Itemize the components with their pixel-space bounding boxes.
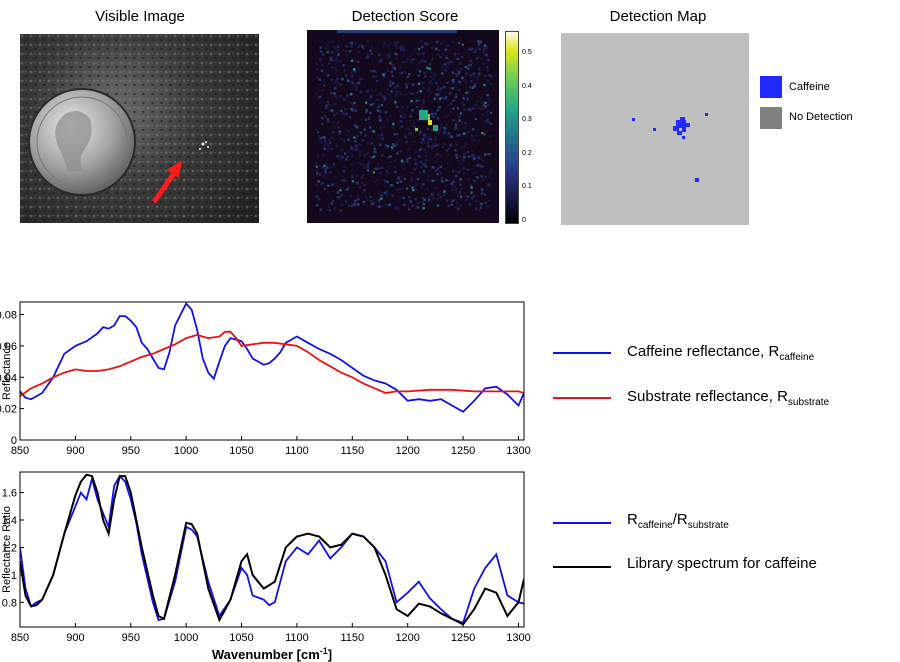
x-tick-label: 950: [122, 445, 140, 457]
x-tick-label: 1300: [506, 632, 530, 644]
caffeine-speck: [199, 141, 209, 150]
colorbar-tick-label: 0.1: [522, 183, 532, 191]
x-tick-label: 900: [66, 632, 84, 644]
detection-map-drawing: [632, 113, 708, 182]
x-tick-label: 1250: [451, 445, 475, 457]
x-tick-label: 1050: [229, 445, 253, 457]
legend-line-caffeine: [553, 352, 611, 354]
chart-0: 850 900 950 1000 1050 1100 1150 1200 1250 1300 0 0.…: [0, 301, 531, 457]
x-tick-label: 900: [66, 445, 84, 457]
x-tick-label: 1150: [340, 632, 364, 644]
hot-spot: [415, 110, 438, 131]
x-tick-label: 1050: [229, 632, 253, 644]
detection-score-title: Detection Score: [351, 8, 459, 25]
detection-pixels: [632, 113, 708, 182]
visible-image: [20, 34, 259, 223]
series-line-0-0: [20, 302, 524, 413]
visible-image-title: Visible Image: [95, 8, 185, 25]
caffeine-legend-label: Caffeine: [789, 81, 830, 93]
no-detection-legend-label: No Detection: [789, 111, 853, 123]
series-line-0-1: [20, 330, 524, 397]
legend-line-substrate: [553, 397, 611, 399]
plot-frame-0: [19, 301, 525, 441]
y-axis-label: Reflectance Ratio: [1, 506, 13, 593]
y-tick-label: 0.8: [2, 597, 17, 609]
colorbar-tick-label: 0.5: [522, 49, 532, 57]
detection-map-title: Detection Map: [609, 8, 707, 25]
series-line-1-1: [20, 473, 524, 626]
y-tick-label: 1.4: [2, 515, 17, 527]
legend-line-ratio: [553, 522, 611, 524]
x-axis-label: Wavenumber [cm-1]: [212, 646, 332, 662]
x-tick-label: 1200: [395, 632, 419, 644]
y-tick-label: 0: [11, 435, 17, 447]
x-tick-label: 1100: [285, 445, 309, 457]
colorbar-tick-label: 0.2: [522, 149, 532, 157]
y-tick-label: 1.2: [2, 542, 17, 554]
y-tick-label: 1.6: [2, 488, 17, 500]
x-tick-label: 1100: [285, 632, 309, 644]
x-tick-label: 1300: [506, 445, 530, 457]
legend-substrate-reflectance: Substrate reflectance, Rsubstrate: [627, 388, 830, 408]
x-tick-label: 1000: [174, 632, 198, 644]
x-tick-label: 950: [122, 632, 140, 644]
legend-library-spectrum: Library spectrum for caffeine: [627, 555, 817, 572]
legend-caffeine-reflectance: Caffeine reflectance, Rcaffeine: [627, 343, 815, 363]
detection-score-image: [307, 30, 499, 223]
score-colorbar: [505, 31, 519, 224]
series-line-1-0: [20, 474, 524, 625]
x-tick-label: 1150: [340, 445, 364, 457]
legend-reflectance-ratio: Rcaffeine/Rsubstrate: [627, 511, 729, 531]
y-tick-label: 0.08: [0, 310, 17, 322]
visible-image-drawing: [20, 34, 259, 223]
y-tick-label: 0.02: [0, 404, 17, 416]
x-tick-label: 850: [11, 632, 29, 644]
legend-line-library: [553, 566, 611, 568]
detection-map-image: [561, 33, 749, 225]
caffeine-legend-swatch: [760, 76, 782, 98]
y-tick-label: 0.04: [0, 372, 17, 384]
colorbar-tick-label: 0.4: [522, 82, 532, 90]
y-tick-label: 0.06: [0, 341, 17, 353]
red-arrow: [151, 170, 178, 204]
x-tick-label: 1200: [395, 445, 419, 457]
y-axis-label: Reflectance: [1, 342, 13, 400]
no-detection-legend-swatch: [760, 107, 782, 129]
colorbar-tick-label: 0: [522, 217, 526, 224]
x-tick-label: 1000: [174, 445, 198, 457]
chart-1: 850 900 950 1000 1050 1100 1150 1200 1250 1300 0.8…: [1, 471, 531, 662]
red-arrowhead: [167, 160, 182, 178]
plot-frame-1: [19, 471, 525, 628]
detection-score-heatmap: [315, 30, 493, 212]
colorbar-tick-label: 0.3: [522, 116, 532, 124]
x-tick-label: 850: [11, 445, 29, 457]
x-tick-label: 1250: [451, 632, 475, 644]
y-tick-label: 1: [11, 570, 17, 582]
